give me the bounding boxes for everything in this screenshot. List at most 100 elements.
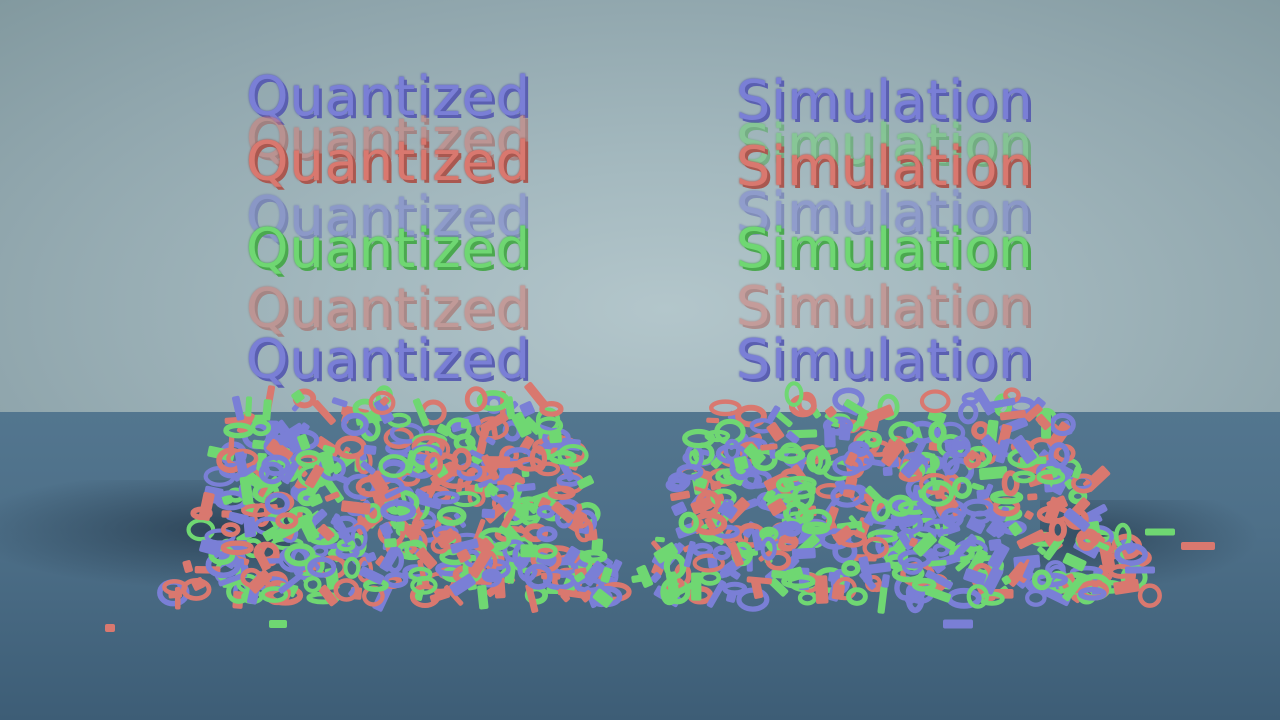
letter-fragment bbox=[698, 569, 722, 586]
letter-fragment bbox=[1029, 531, 1051, 544]
letter-fragment bbox=[676, 463, 704, 481]
letter-fragment bbox=[766, 575, 789, 597]
letter-fragment bbox=[832, 525, 854, 546]
letter-fragment bbox=[436, 506, 467, 526]
letter-fragment bbox=[477, 478, 494, 488]
letter-fragment bbox=[322, 444, 336, 454]
letter-fragment bbox=[580, 590, 594, 603]
letter-fragment bbox=[451, 447, 472, 471]
letter-fragment bbox=[978, 466, 1008, 481]
letter-fragment bbox=[843, 399, 869, 418]
letter-fragment bbox=[816, 445, 830, 460]
letter-fragment bbox=[579, 549, 608, 564]
letter-fragment bbox=[592, 588, 614, 608]
letter-fragment bbox=[767, 405, 781, 422]
letter-fragment bbox=[719, 569, 731, 579]
letter-fragment bbox=[379, 396, 390, 406]
letter-fragment bbox=[951, 476, 973, 499]
letter-fragment bbox=[312, 400, 336, 425]
letter-fragment bbox=[516, 482, 536, 492]
letter-fragment bbox=[671, 501, 687, 516]
quantized-word-top: Quantized bbox=[246, 65, 532, 128]
letter-fragment bbox=[927, 409, 947, 425]
letter-fragment bbox=[484, 482, 499, 497]
stray-letter-fragment bbox=[269, 620, 287, 628]
letter-fragment bbox=[763, 473, 787, 492]
letter-fragment bbox=[966, 517, 986, 534]
letter-fragment bbox=[405, 519, 425, 534]
letter-fragment bbox=[436, 423, 452, 437]
letter-fragment bbox=[1008, 522, 1023, 537]
letter-fragment bbox=[858, 556, 873, 583]
letter-fragment bbox=[557, 588, 587, 599]
letter-fragment bbox=[523, 416, 542, 435]
quantized-word-ghost: Quantized bbox=[246, 277, 532, 340]
letter-fragment bbox=[653, 542, 679, 564]
letter-fragment bbox=[971, 482, 985, 492]
letter-fragment bbox=[784, 381, 804, 407]
letter-fragment bbox=[782, 520, 802, 537]
stray-letter-fragment bbox=[1145, 528, 1175, 536]
letter-fragment bbox=[881, 574, 890, 588]
letter-fragment bbox=[476, 426, 490, 455]
letter-fragment bbox=[331, 397, 348, 408]
letter-fragment bbox=[1048, 517, 1067, 542]
letter-fragment bbox=[897, 530, 914, 551]
letter-fragment bbox=[1024, 510, 1034, 520]
letter-fragment bbox=[228, 511, 249, 522]
letter-fragment bbox=[1043, 535, 1064, 561]
letter-fragment bbox=[777, 538, 797, 552]
letter-fragment bbox=[186, 518, 216, 542]
letter-fragment bbox=[935, 496, 959, 517]
letter-fragment bbox=[520, 544, 538, 558]
letter-fragment bbox=[456, 548, 471, 563]
letter-fragment bbox=[524, 563, 553, 590]
letter-fragment bbox=[501, 507, 516, 528]
letter-fragment bbox=[862, 536, 889, 559]
letter-fragment bbox=[415, 488, 430, 500]
letter-fragment bbox=[654, 536, 665, 543]
letter-fragment bbox=[474, 518, 486, 541]
letter-fragment bbox=[380, 499, 417, 522]
letter-fragment bbox=[636, 564, 654, 588]
letter-fragment bbox=[814, 575, 829, 604]
letter-fragment bbox=[468, 549, 492, 579]
letter-fragment bbox=[239, 476, 254, 505]
letter-fragment bbox=[359, 566, 385, 585]
letter-fragment bbox=[682, 428, 716, 449]
letter-fragment bbox=[712, 545, 732, 561]
letter-fragment bbox=[909, 537, 918, 548]
letter-fragment bbox=[1076, 528, 1100, 549]
letter-fragment bbox=[670, 490, 691, 502]
letter-fragment bbox=[995, 439, 1010, 464]
letter-fragment bbox=[966, 450, 978, 461]
letter-fragment bbox=[297, 434, 311, 451]
letter-fragment bbox=[415, 547, 438, 570]
letter-fragment bbox=[1024, 404, 1043, 422]
letter-fragment bbox=[781, 573, 816, 589]
letter-fragment bbox=[191, 577, 206, 591]
letter-fragment bbox=[460, 418, 469, 429]
letter-fragment bbox=[481, 508, 496, 519]
letter-fragment bbox=[600, 567, 613, 584]
letter-fragment bbox=[919, 389, 951, 414]
letter-fragment bbox=[831, 583, 845, 600]
letter-fragment bbox=[435, 528, 458, 549]
letter-fragment bbox=[691, 542, 714, 557]
letter-fragment bbox=[385, 547, 405, 574]
letter-fragment bbox=[363, 444, 377, 455]
letter-fragment bbox=[971, 421, 991, 440]
letter-fragment bbox=[243, 516, 257, 538]
letter-fragment bbox=[1062, 552, 1087, 572]
letter-fragment bbox=[841, 560, 861, 577]
letter-fragment bbox=[514, 503, 530, 517]
letter-fragment bbox=[900, 453, 925, 479]
letter-fragment bbox=[245, 396, 253, 417]
letter-fragment bbox=[791, 547, 816, 560]
letter-fragment bbox=[444, 585, 464, 606]
letter-fragment bbox=[1012, 470, 1036, 484]
letter-fragment bbox=[308, 493, 323, 507]
letter-fragment bbox=[1077, 586, 1107, 601]
letter-fragment bbox=[967, 548, 988, 576]
